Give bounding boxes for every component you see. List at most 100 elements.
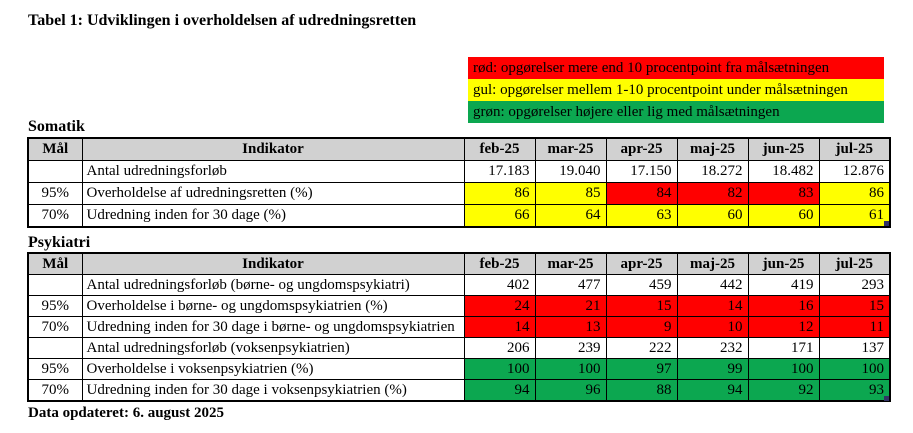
value-cell: 419 [747,274,820,296]
column-header-month: mar-25 [534,252,607,275]
value-cell: 477 [534,274,607,296]
section-label-somatik: Somatik [28,118,85,135]
value-cell: 15 [605,295,678,317]
indicator-cell: Antal udredningsforløb (voksenpsykiatrie… [81,337,465,359]
column-header-month: apr-25 [605,252,678,275]
value-cell: 100 [818,358,891,380]
somatik-table: Mål Indikator feb-25 mar-25 apr-25 maj-2… [27,137,891,228]
value-cell: 11 [818,316,891,338]
legend-item-green: grøn: opgørelser højere eller lig med må… [468,101,884,123]
table-row: Antal udredningsforløb (voksenpsykiatrie… [27,337,891,359]
value-cell: 206 [463,337,536,359]
value-cell: 239 [534,337,607,359]
value-cell: 97 [605,358,678,380]
goal-cell [27,160,83,183]
color-legend: rød: opgørelser mere end 10 procentpoint… [468,57,884,123]
column-header-month: mar-25 [534,137,607,161]
value-cell: 96 [534,379,607,402]
somatik-header-row: Mål Indikator feb-25 mar-25 apr-25 maj-2… [27,137,891,161]
value-cell: 82 [676,182,749,205]
table-row: 95% Overholdelse i børne- og ungdomspsyk… [27,295,891,317]
table-row: Antal udredningsforløb (børne- og ungdom… [27,274,891,296]
value-cell: 14 [676,295,749,317]
section-label-psykiatri: Psykiatri [28,234,91,251]
value-cell: 94 [463,379,536,402]
value-cell: 171 [747,337,820,359]
column-header-month: jun-25 [747,252,820,275]
value-cell: 222 [605,337,678,359]
indicator-cell: Overholdelse i voksenpsykiatrien (%) [81,358,465,380]
column-header-month: jun-25 [747,137,820,161]
table-row: 95% Overholdelse i voksenpsykiatrien (%)… [27,358,891,380]
value-cell: 9 [605,316,678,338]
value-cell: 12.876 [818,160,891,183]
table-row: 70% Udredning inden for 30 dage (%) 66 6… [27,204,891,228]
value-cell: 15 [818,295,891,317]
legend-item-red: rød: opgørelser mere end 10 procentpoint… [468,57,884,79]
value-cell: 21 [534,295,607,317]
indicator-cell: Overholdelse af udredningsretten (%) [81,182,465,205]
value-cell: 442 [676,274,749,296]
value-cell: 16 [747,295,820,317]
value-cell: 60 [676,204,749,228]
column-header-month: jul-25 [818,137,891,161]
value-cell: 100 [534,358,607,380]
value-cell: 293 [818,274,891,296]
value-cell: 86 [463,182,536,205]
psykiatri-table: Mål Indikator feb-25 mar-25 apr-25 maj-2… [27,252,891,402]
value-cell: 85 [534,182,607,205]
value-cell: 63 [605,204,678,228]
value-cell: 86 [818,182,891,205]
goal-cell: 95% [27,358,83,380]
table-row: Antal udredningsforløb 17.183 19.040 17.… [27,160,891,183]
table-row: 70% Udredning inden for 30 dage i voksen… [27,379,891,402]
value-cell: 17.183 [463,160,536,183]
goal-cell [27,337,83,359]
data-updated-note: Data opdateret: 6. august 2025 [28,405,224,421]
indicator-cell: Udredning inden for 30 dage (%) [81,204,465,228]
indicator-cell: Overholdelse i børne- og ungdomspsykiatr… [81,295,465,317]
column-header-month: jul-25 [818,252,891,275]
value-cell: 18.482 [747,160,820,183]
value-cell: 18.272 [676,160,749,183]
value-cell: 84 [605,182,678,205]
indicator-cell: Antal udredningsforløb (børne- og ungdom… [81,274,465,296]
value-cell: 66 [463,204,536,228]
value-cell: 19.040 [534,160,607,183]
value-cell: 99 [676,358,749,380]
value-cell: 12 [747,316,820,338]
selection-handle [884,221,889,226]
goal-cell: 70% [27,379,83,402]
goal-cell: 70% [27,204,83,228]
goal-cell: 95% [27,182,83,205]
column-header-month: feb-25 [463,252,536,275]
goal-cell: 95% [27,295,83,317]
page-title: Tabel 1: Udviklingen i overholdelsen af … [28,12,417,29]
value-cell: 100 [747,358,820,380]
column-header-indikator: Indikator [81,252,465,275]
column-header-month: maj-25 [676,252,749,275]
value-cell: 232 [676,337,749,359]
goal-cell [27,274,83,296]
table-row: 70% Udredning inden for 30 dage i børne-… [27,316,891,338]
legend-item-yellow: gul: opgørelser mellem 1-10 procentpoint… [468,79,884,101]
value-cell: 88 [605,379,678,402]
indicator-cell: Udredning inden for 30 dage i børne- og … [81,316,465,338]
value-cell: 60 [747,204,820,228]
value-cell: 92 [747,379,820,402]
value-cell: 10 [676,316,749,338]
value-cell: 459 [605,274,678,296]
value-cell: 137 [818,337,891,359]
selection-handle [884,396,889,401]
value-cell: 17.150 [605,160,678,183]
value-cell: 61 [818,204,891,228]
column-header-month: maj-25 [676,137,749,161]
value-cell: 100 [463,358,536,380]
column-header-month: apr-25 [605,137,678,161]
column-header-month: feb-25 [463,137,536,161]
value-cell: 14 [463,316,536,338]
value-cell: 94 [676,379,749,402]
value-cell: 64 [534,204,607,228]
column-header-maal: Mål [27,252,83,275]
